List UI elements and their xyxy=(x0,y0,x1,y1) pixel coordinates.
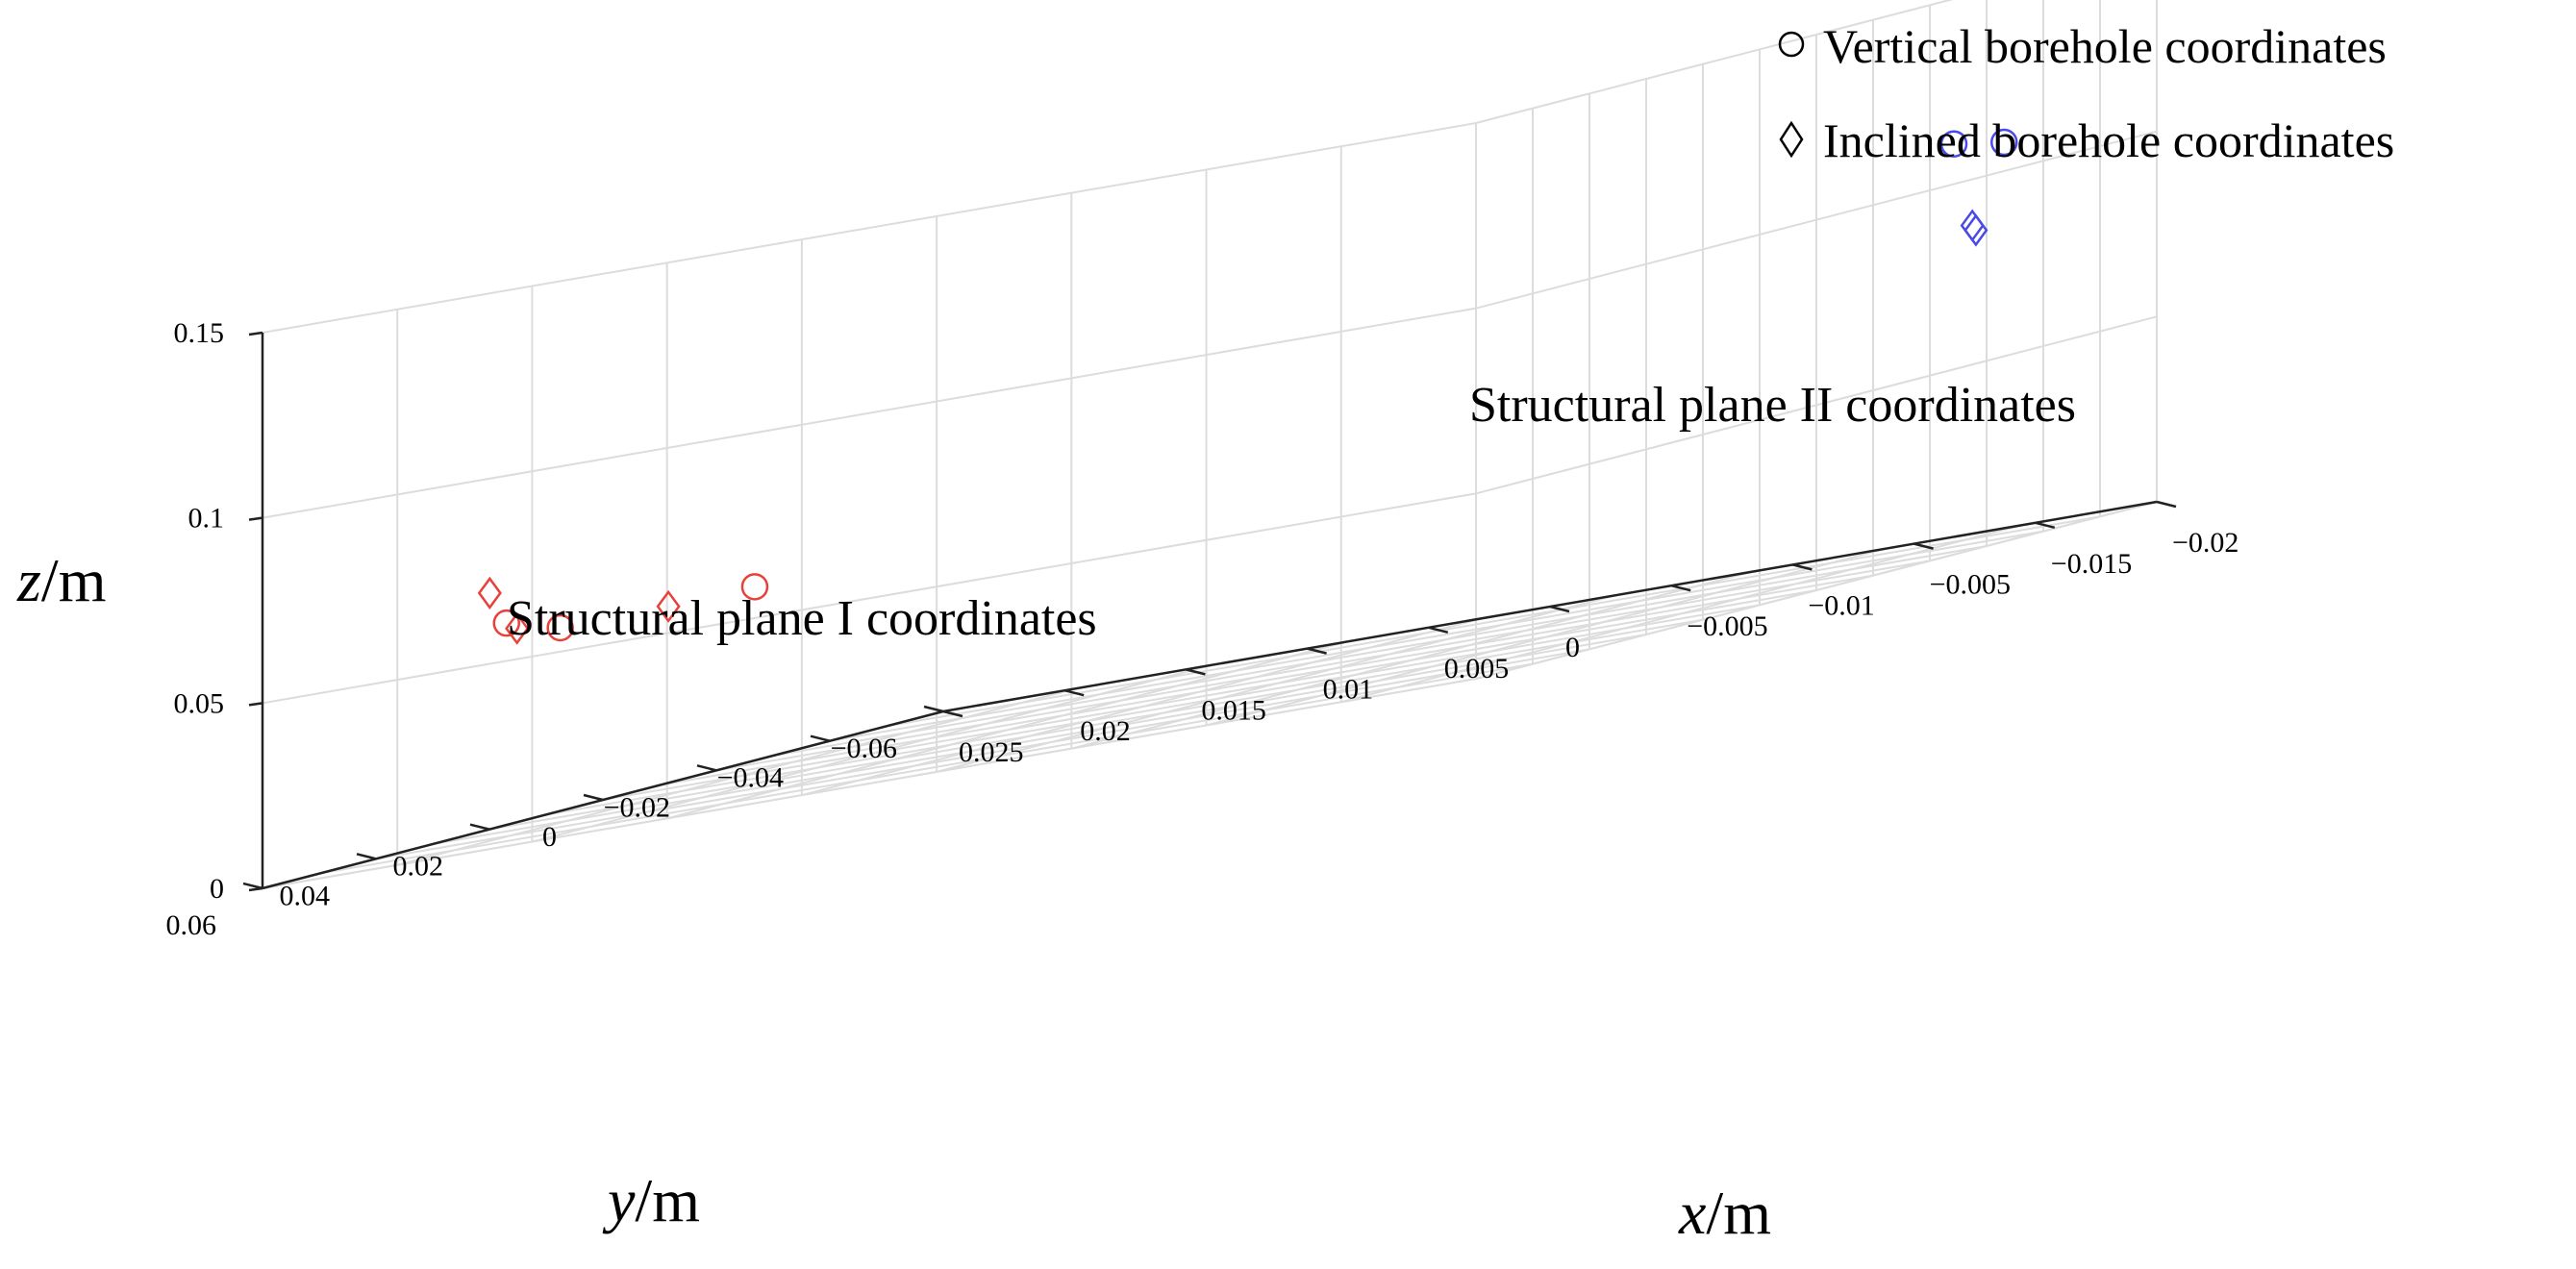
z-tick-label: 0.05 xyxy=(174,687,225,719)
side-wall-grid-line xyxy=(1475,0,1954,124)
z-tick-label: 0 xyxy=(210,873,224,905)
x-tick-label: −0.015 xyxy=(2051,548,2132,580)
back-wall-grid-line xyxy=(262,307,1477,519)
annotation-plane-ii: Structural plane II coordinates xyxy=(1469,378,2076,433)
x-tick-mark xyxy=(2035,521,2056,530)
floor-grid-line xyxy=(602,589,1817,801)
point-plane-ii-vertical xyxy=(1939,130,1968,158)
x-tick-mark xyxy=(1792,563,1813,571)
z-tick-label: 0.15 xyxy=(174,317,225,349)
floor-grid-line xyxy=(829,530,2044,742)
z-tick-mark xyxy=(248,516,263,521)
axes-layer xyxy=(242,331,2177,892)
floor-grid-line xyxy=(659,574,1874,786)
point-plane-ii-inclined xyxy=(1963,213,1988,247)
y-tick-mark xyxy=(696,764,717,772)
side-wall-grid-line xyxy=(1475,315,2158,495)
y-tick-label: 0 xyxy=(542,821,557,853)
z-tick-mark xyxy=(248,702,263,707)
floor-grid-line xyxy=(488,618,1704,831)
floor-grid-line xyxy=(772,545,1988,757)
legend: Vertical borehole coordinates Inclined b… xyxy=(1778,19,2394,167)
y-tick-label: 0.06 xyxy=(166,909,217,941)
floor-grid-line xyxy=(375,648,1590,860)
side-wall-grid-line xyxy=(1475,130,2158,310)
grid-layer xyxy=(262,0,2158,889)
annotation-plane-i: Structural plane I coordinates xyxy=(507,591,1097,646)
x-tick-label: 0.02 xyxy=(1080,715,1131,747)
x-tick-label: 0.01 xyxy=(1323,674,1374,706)
point-plane-i-vertical xyxy=(492,609,521,637)
x-tick-label: −0.005 xyxy=(1687,610,1767,642)
back-wall-grid-line xyxy=(262,122,1477,334)
y-tick-label: 0.04 xyxy=(280,880,331,911)
legend-circle-icon xyxy=(1778,31,1805,58)
x-tick-mark xyxy=(2156,500,2177,509)
x-tick-mark xyxy=(1913,542,1934,550)
data-points xyxy=(477,128,2018,645)
y-tick-label: −0.04 xyxy=(717,762,784,794)
floor-grid-line xyxy=(432,634,1647,845)
point-plane-ii-inclined xyxy=(1960,209,1985,242)
x-tick-mark xyxy=(1670,584,1691,592)
z-tick-label: 0.1 xyxy=(188,503,225,535)
back-wall-grid-line xyxy=(262,678,1477,889)
floor-grid-line xyxy=(886,515,2101,728)
legend-label-inclined: Inclined borehole coordinates xyxy=(1823,113,2394,167)
z-tick-mark xyxy=(248,331,263,336)
x-tick-mark xyxy=(942,709,963,718)
point-plane-i-inclined xyxy=(505,611,530,645)
y-tick-mark xyxy=(583,793,604,802)
x-tick-mark xyxy=(1307,647,1327,655)
y-tick-mark xyxy=(923,705,944,713)
x-axis-label: x/m xyxy=(1678,1179,1771,1247)
x-tick-label: −0.02 xyxy=(2172,527,2238,559)
legend-diamond-icon xyxy=(1779,120,1804,159)
x-tick-label: 0.025 xyxy=(959,736,1024,768)
y-tick-label: −0.02 xyxy=(604,791,670,823)
back-wall-grid-line xyxy=(262,492,1477,705)
point-plane-i-inclined xyxy=(477,576,502,610)
floor-grid-line xyxy=(318,662,1534,875)
y-tick-mark xyxy=(469,823,490,831)
x-tick-mark xyxy=(1428,626,1449,634)
y-tick-mark xyxy=(242,882,263,890)
point-plane-i-vertical xyxy=(740,573,769,601)
x-tick-mark xyxy=(1063,688,1085,697)
y-tick-label: 0.02 xyxy=(393,851,444,883)
x-tick-label: −0.01 xyxy=(1808,589,1874,621)
floor-grid-line xyxy=(545,604,1761,816)
floor-grid-line xyxy=(715,560,1931,772)
legend-label-vertical: Vertical borehole coordinates xyxy=(1823,19,2387,73)
side-wall-grid-line xyxy=(1475,501,2158,680)
z-axis-label: z/m xyxy=(16,546,106,614)
x-tick-label: 0.015 xyxy=(1201,694,1266,726)
y-tick-label: −0.06 xyxy=(831,733,897,764)
x-tick-mark xyxy=(1186,668,1206,676)
x-tick-mark xyxy=(1549,605,1570,613)
y-axis-label: y/m xyxy=(602,1166,700,1234)
point-plane-ii-vertical xyxy=(1990,128,2018,157)
point-plane-i-vertical xyxy=(546,613,574,642)
y-tick-mark xyxy=(810,734,831,742)
x-tick-label: 0.005 xyxy=(1444,653,1510,684)
point-plane-i-inclined xyxy=(656,589,681,623)
y-tick-mark xyxy=(356,853,377,860)
x-tick-label: 0 xyxy=(1565,632,1580,663)
tick-labels: 0 0.05 0.1 0.15 0.06 0.04 0.02 0 −0.02 −0.04 −0.06… xyxy=(166,317,2239,941)
x-tick-label: −0.005 xyxy=(1930,569,2011,601)
